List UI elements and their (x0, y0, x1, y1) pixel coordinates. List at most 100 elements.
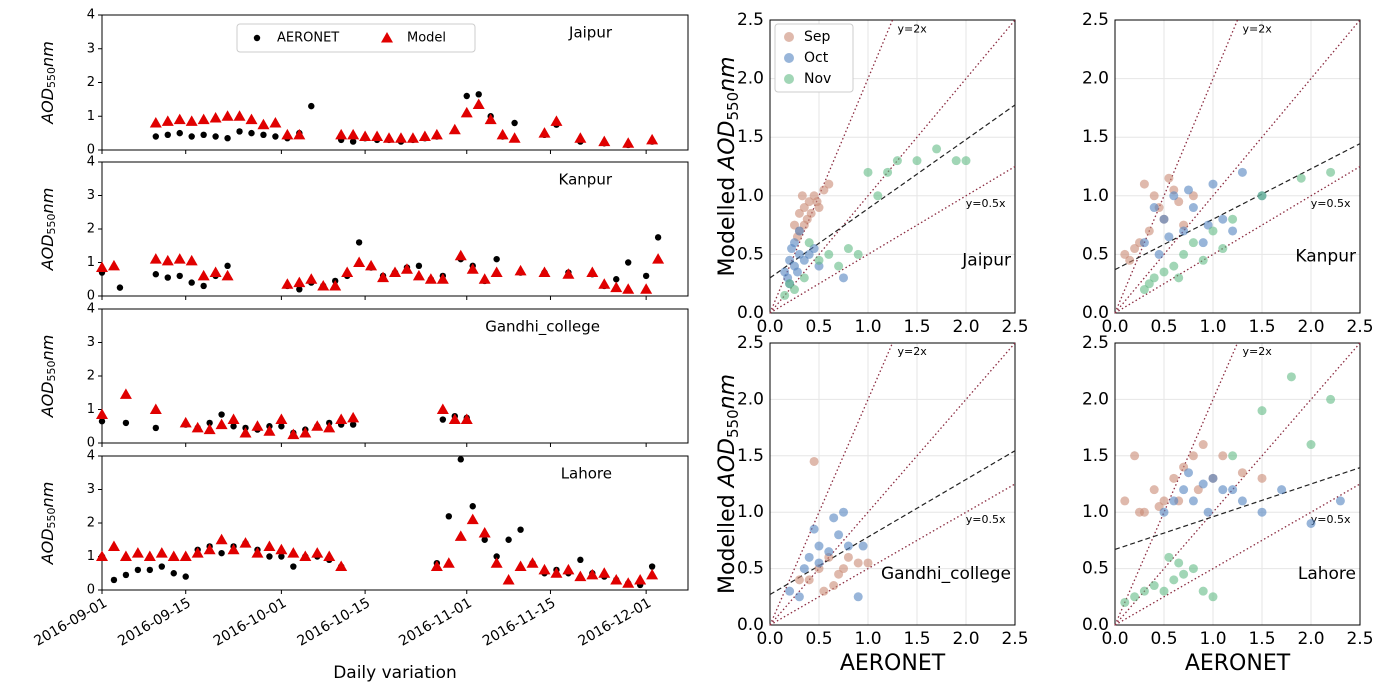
data-point (1306, 518, 1316, 528)
data-point (1149, 191, 1159, 201)
model-marker (550, 115, 563, 126)
data-point (1228, 214, 1238, 224)
data-point (839, 564, 848, 574)
y-label-main: AOD (38, 234, 57, 271)
data-point (1169, 261, 1179, 271)
data-point (814, 558, 824, 568)
y-axis-label: AOD550nm (38, 482, 59, 566)
aeronet-marker (475, 91, 482, 98)
aeronet-marker (164, 131, 171, 139)
data-point (814, 255, 824, 265)
y-tick-label: 3 (87, 335, 95, 350)
aeronet-marker (152, 424, 160, 432)
data-point (780, 290, 790, 300)
model-marker (383, 132, 396, 143)
data-point (1159, 507, 1169, 517)
model-marker (514, 560, 527, 572)
y-label-sub: 550 (724, 409, 742, 438)
data-point (1159, 267, 1169, 277)
x-tick-label: 0.5 (805, 629, 832, 649)
y-label-main: AOD (38, 528, 57, 565)
data-point (1149, 581, 1159, 591)
model-marker (389, 266, 401, 278)
aeronet-marker (176, 272, 183, 280)
model-marker (179, 550, 192, 561)
legend-marker (784, 74, 794, 84)
y-tick-label: 0.5 (737, 244, 764, 264)
data-point (1218, 451, 1228, 461)
y-tick-label: 2 (87, 75, 95, 90)
model-marker (197, 269, 210, 281)
model-marker (538, 563, 551, 575)
data-point (1149, 485, 1159, 495)
model-marker (466, 263, 479, 274)
y-tick-label: 3 (87, 482, 95, 497)
data-point (1218, 244, 1228, 254)
data-point (824, 547, 834, 557)
aeronet-marker (122, 419, 130, 427)
model-marker (299, 550, 312, 561)
model-marker (430, 128, 443, 140)
model-marker (335, 128, 348, 140)
data-point (804, 575, 814, 585)
model-marker (353, 256, 366, 267)
data-point (1139, 586, 1149, 596)
model-marker (622, 137, 635, 148)
data-point (1208, 179, 1218, 189)
data-point (1257, 191, 1267, 201)
aeronet-marker (224, 134, 231, 142)
model-marker (424, 273, 437, 284)
data-point (1237, 496, 1247, 506)
x-tick-label: 2.5 (1346, 317, 1373, 337)
model-marker (442, 557, 455, 568)
y-label-main: AOD (38, 88, 57, 125)
y-label-unit: nm (38, 41, 57, 67)
model-marker (191, 421, 204, 433)
model-marker (394, 132, 407, 143)
model-marker (610, 573, 623, 585)
data-point (1257, 473, 1267, 483)
y-label-italic: AOD (715, 121, 740, 172)
data-point (1125, 255, 1135, 265)
aeronet-marker (457, 456, 464, 463)
data-point (1188, 496, 1198, 506)
model-marker (574, 570, 587, 582)
y-tick-label: 1.0 (737, 502, 764, 522)
x-tick-label: 1.5 (903, 317, 930, 337)
model-marker (526, 557, 539, 568)
y-tick-label: 4 (87, 449, 95, 464)
data-point (1184, 468, 1193, 478)
data-point (1149, 203, 1159, 213)
data-point (1130, 451, 1140, 461)
y-tick-label: 0 (87, 143, 95, 158)
legend-box (236, 23, 476, 53)
x-tick-label: 1.0 (854, 629, 881, 649)
reference-line (1114, 165, 1361, 314)
y-label-sub: 550 (724, 92, 742, 121)
model-marker (251, 420, 264, 431)
y-tick-label: 2.0 (1082, 389, 1109, 409)
regression-line (769, 450, 1016, 596)
model-marker (263, 425, 276, 436)
aeronet-marker (158, 563, 165, 570)
model-marker (275, 413, 288, 425)
y-label-main: Modelled (715, 487, 740, 594)
aeronet-marker (116, 284, 124, 291)
y-tick-label: 0 (87, 583, 95, 598)
model-marker (161, 254, 174, 266)
x-tick-label: 2.0 (952, 629, 979, 649)
x-tick-label: 2016-10-01 (211, 595, 289, 650)
model-marker (490, 557, 503, 568)
data-point (1174, 558, 1184, 568)
x-tick-label: 1.5 (903, 629, 930, 649)
data-point (824, 249, 834, 259)
data-point (804, 552, 814, 562)
model-marker (96, 408, 108, 420)
data-point (1198, 440, 1208, 450)
model-marker (335, 560, 348, 572)
model-marker (490, 266, 503, 278)
y-tick-label: 2.5 (1082, 333, 1109, 353)
reference-label: y=2x (897, 345, 927, 358)
y-tick-label: 0.5 (1082, 559, 1109, 579)
